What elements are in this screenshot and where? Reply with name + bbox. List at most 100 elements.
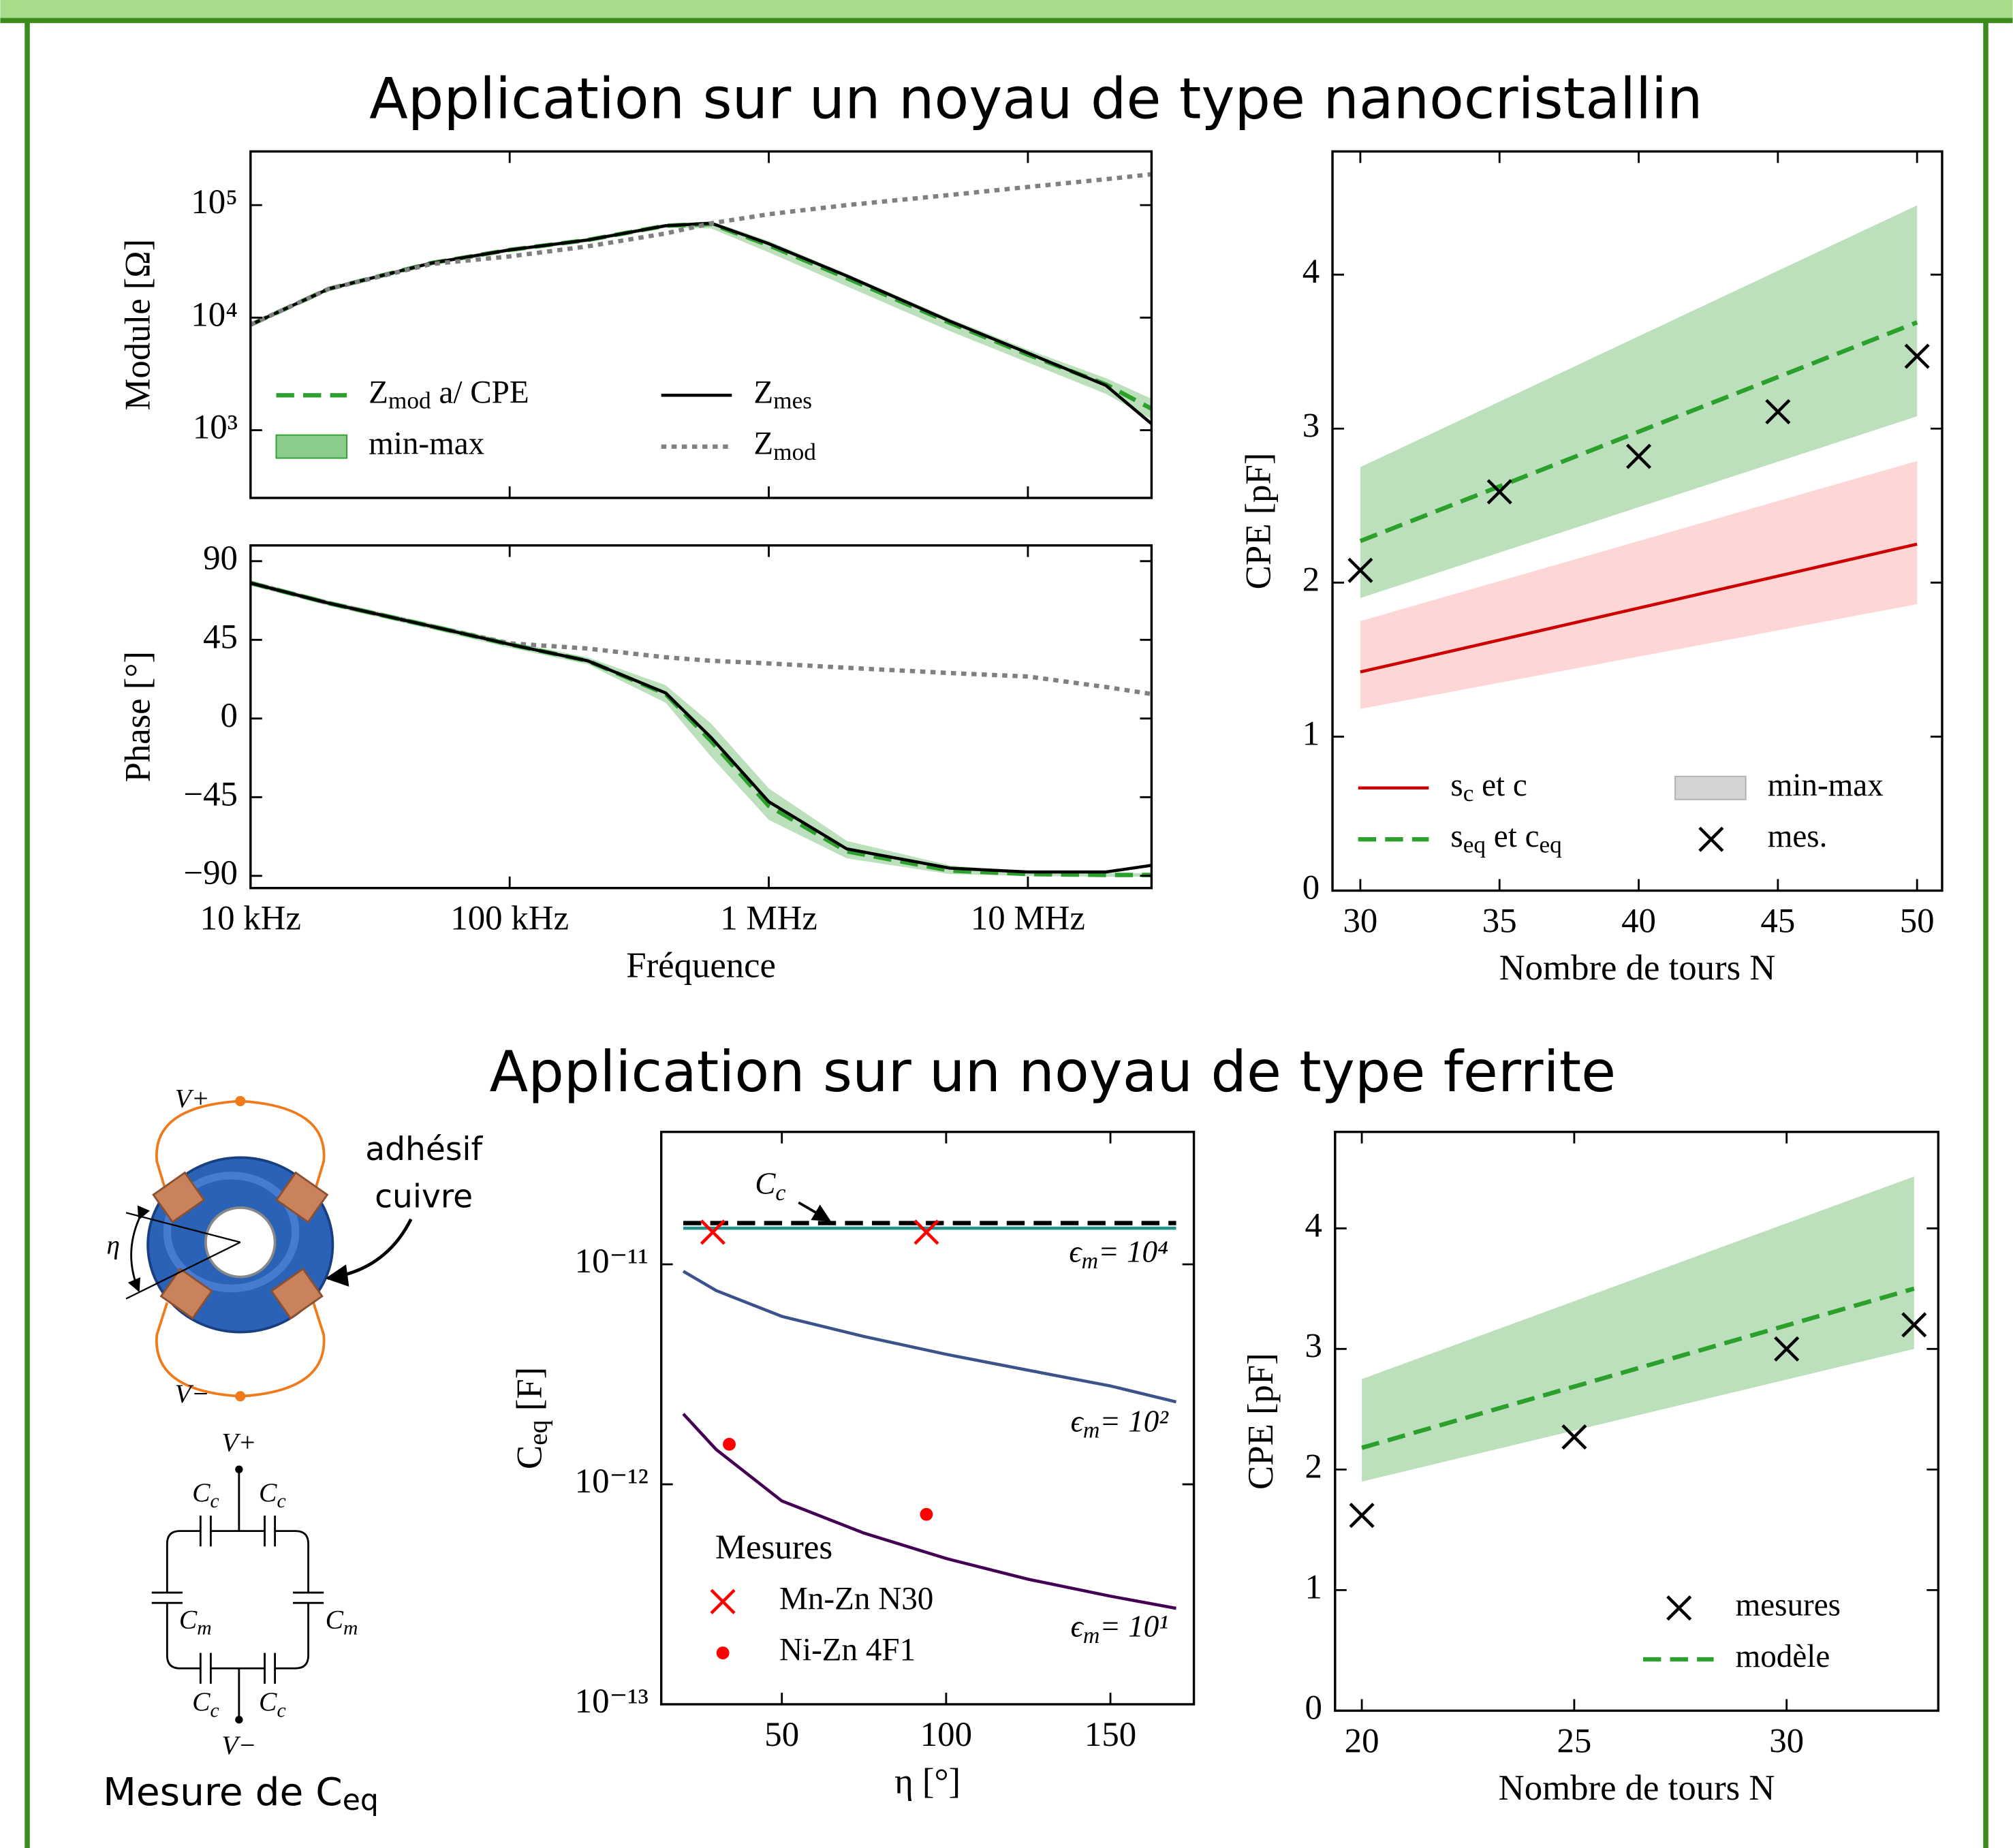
marker bbox=[914, 1219, 939, 1245]
line bbox=[1361, 1286, 1915, 1450]
y-tick-label: 0 bbox=[1302, 868, 1320, 907]
y-tick-label: 2 bbox=[1305, 1447, 1322, 1486]
x-tick-label: 35 bbox=[1482, 902, 1517, 940]
legend-label: Zmod a/ CPE bbox=[369, 375, 529, 414]
y-tick-label: 1 bbox=[1302, 715, 1320, 753]
legend-label: min-max bbox=[369, 426, 484, 461]
x-axis-label: η [°] bbox=[894, 1762, 961, 1802]
marker bbox=[1774, 1336, 1800, 1362]
y-tick-label: 0 bbox=[1305, 1689, 1322, 1727]
annotation: cuivre bbox=[375, 1178, 473, 1216]
x-tick-label: 30 bbox=[1343, 902, 1377, 940]
band bbox=[1360, 205, 1918, 598]
y-tick-label: 10⁵ bbox=[191, 183, 238, 221]
y-tick-label: 10⁻¹² bbox=[575, 1462, 649, 1501]
y-axis-label: CPE [pF] bbox=[1239, 453, 1279, 590]
legend-label: mes. bbox=[1768, 819, 1828, 854]
y-tick-label: 4 bbox=[1302, 253, 1320, 291]
plot-area bbox=[1359, 205, 1918, 709]
y-tick-label: 2 bbox=[1302, 561, 1320, 599]
marker bbox=[1901, 1312, 1927, 1338]
x-tick-label: 1 MHz bbox=[720, 899, 817, 937]
y-axis-label: Module [Ω] bbox=[119, 239, 158, 411]
x-axis-label: Nombre de tours N bbox=[1499, 1768, 1775, 1808]
legend-swatch bbox=[710, 1588, 736, 1614]
plot-frame bbox=[1331, 150, 1944, 892]
band bbox=[1362, 1176, 1914, 1482]
plot-area bbox=[250, 580, 1152, 877]
plot-area bbox=[250, 172, 1152, 425]
y-tick-label: 1 bbox=[1305, 1568, 1322, 1606]
annotation: ϵm= 10⁴ bbox=[1069, 1235, 1168, 1274]
angle-label: η bbox=[106, 1230, 120, 1259]
marker bbox=[700, 1219, 725, 1245]
caption: Mesure de Ceq bbox=[103, 1770, 379, 1816]
component-label: Cm bbox=[179, 1604, 212, 1639]
terminal bbox=[235, 1465, 243, 1473]
legend-swatch bbox=[1666, 1595, 1692, 1621]
marker bbox=[1347, 557, 1373, 583]
band bbox=[1360, 460, 1918, 709]
line bbox=[250, 580, 1152, 697]
line bbox=[250, 172, 1152, 327]
y-tick-label: −45 bbox=[183, 775, 238, 813]
y-tick-label: 3 bbox=[1302, 407, 1320, 445]
line bbox=[1359, 320, 1918, 544]
x-tick-label: 20 bbox=[1345, 1722, 1379, 1760]
section-title: Application sur un noyau de type ferrite bbox=[490, 1039, 1617, 1105]
legend-swatch bbox=[716, 1646, 730, 1660]
terminal-label: V+ bbox=[175, 1084, 210, 1114]
x-tick-label: 45 bbox=[1760, 902, 1795, 940]
annotation: Cc bbox=[755, 1167, 785, 1206]
terminal-label: V+ bbox=[221, 1427, 256, 1457]
component-label: Cc bbox=[259, 1477, 286, 1512]
y-tick-label: 10³ bbox=[193, 408, 238, 446]
component-label: Cm bbox=[326, 1604, 358, 1639]
marker bbox=[1561, 1424, 1587, 1450]
legend-label: min-max bbox=[1768, 768, 1884, 803]
y-tick-label: −90 bbox=[183, 853, 238, 892]
legend-label: sc et c bbox=[1450, 768, 1527, 807]
marker bbox=[1349, 1503, 1375, 1529]
terminal-label: V− bbox=[221, 1730, 256, 1760]
line bbox=[682, 1270, 1177, 1404]
plot-frame bbox=[249, 150, 1153, 499]
plot-frame bbox=[660, 1131, 1196, 1706]
legend-swatch bbox=[275, 434, 348, 459]
x-tick-label: 10 MHz bbox=[971, 899, 1085, 937]
legend-label: modèle bbox=[1736, 1639, 1830, 1674]
line bbox=[250, 580, 1152, 877]
annotation: adhésif bbox=[365, 1131, 483, 1168]
plot-frame bbox=[1334, 1131, 1939, 1712]
x-tick-label: 10 kHz bbox=[200, 899, 301, 937]
x-tick-label: 100 bbox=[920, 1716, 972, 1754]
legend-title: Mesures bbox=[715, 1529, 832, 1567]
marker bbox=[1765, 398, 1791, 424]
y-tick-label: 4 bbox=[1305, 1206, 1322, 1244]
legend-label: Zmod bbox=[753, 426, 816, 465]
line bbox=[250, 581, 1152, 874]
legend-label: seq et ceq bbox=[1450, 819, 1562, 858]
legend-label: Zmes bbox=[753, 375, 812, 414]
toroid bbox=[125, 1095, 413, 1402]
x-tick-label: 100 kHz bbox=[450, 899, 569, 937]
annotation: ϵm= 10¹ bbox=[1071, 1610, 1168, 1648]
line bbox=[682, 1413, 1176, 1610]
y-tick-label: 90 bbox=[203, 539, 238, 577]
y-tick-label: 10⁴ bbox=[191, 296, 238, 334]
component-label: Cc bbox=[259, 1687, 286, 1721]
annotation: ϵm= 10² bbox=[1071, 1405, 1170, 1443]
component-label: Cc bbox=[192, 1477, 219, 1512]
x-tick-label: 30 bbox=[1769, 1722, 1804, 1760]
marker bbox=[723, 1437, 736, 1451]
marker bbox=[1904, 343, 1930, 369]
legend-label: Ni-Zn 4F1 bbox=[779, 1632, 916, 1667]
legend-swatch bbox=[1698, 826, 1724, 852]
terminal bbox=[235, 1715, 243, 1724]
x-tick-label: 25 bbox=[1557, 1722, 1591, 1760]
marker bbox=[1625, 443, 1652, 469]
section-title: Application sur un noyau de type nanocri… bbox=[369, 66, 1703, 132]
y-tick-label: 0 bbox=[221, 696, 238, 734]
